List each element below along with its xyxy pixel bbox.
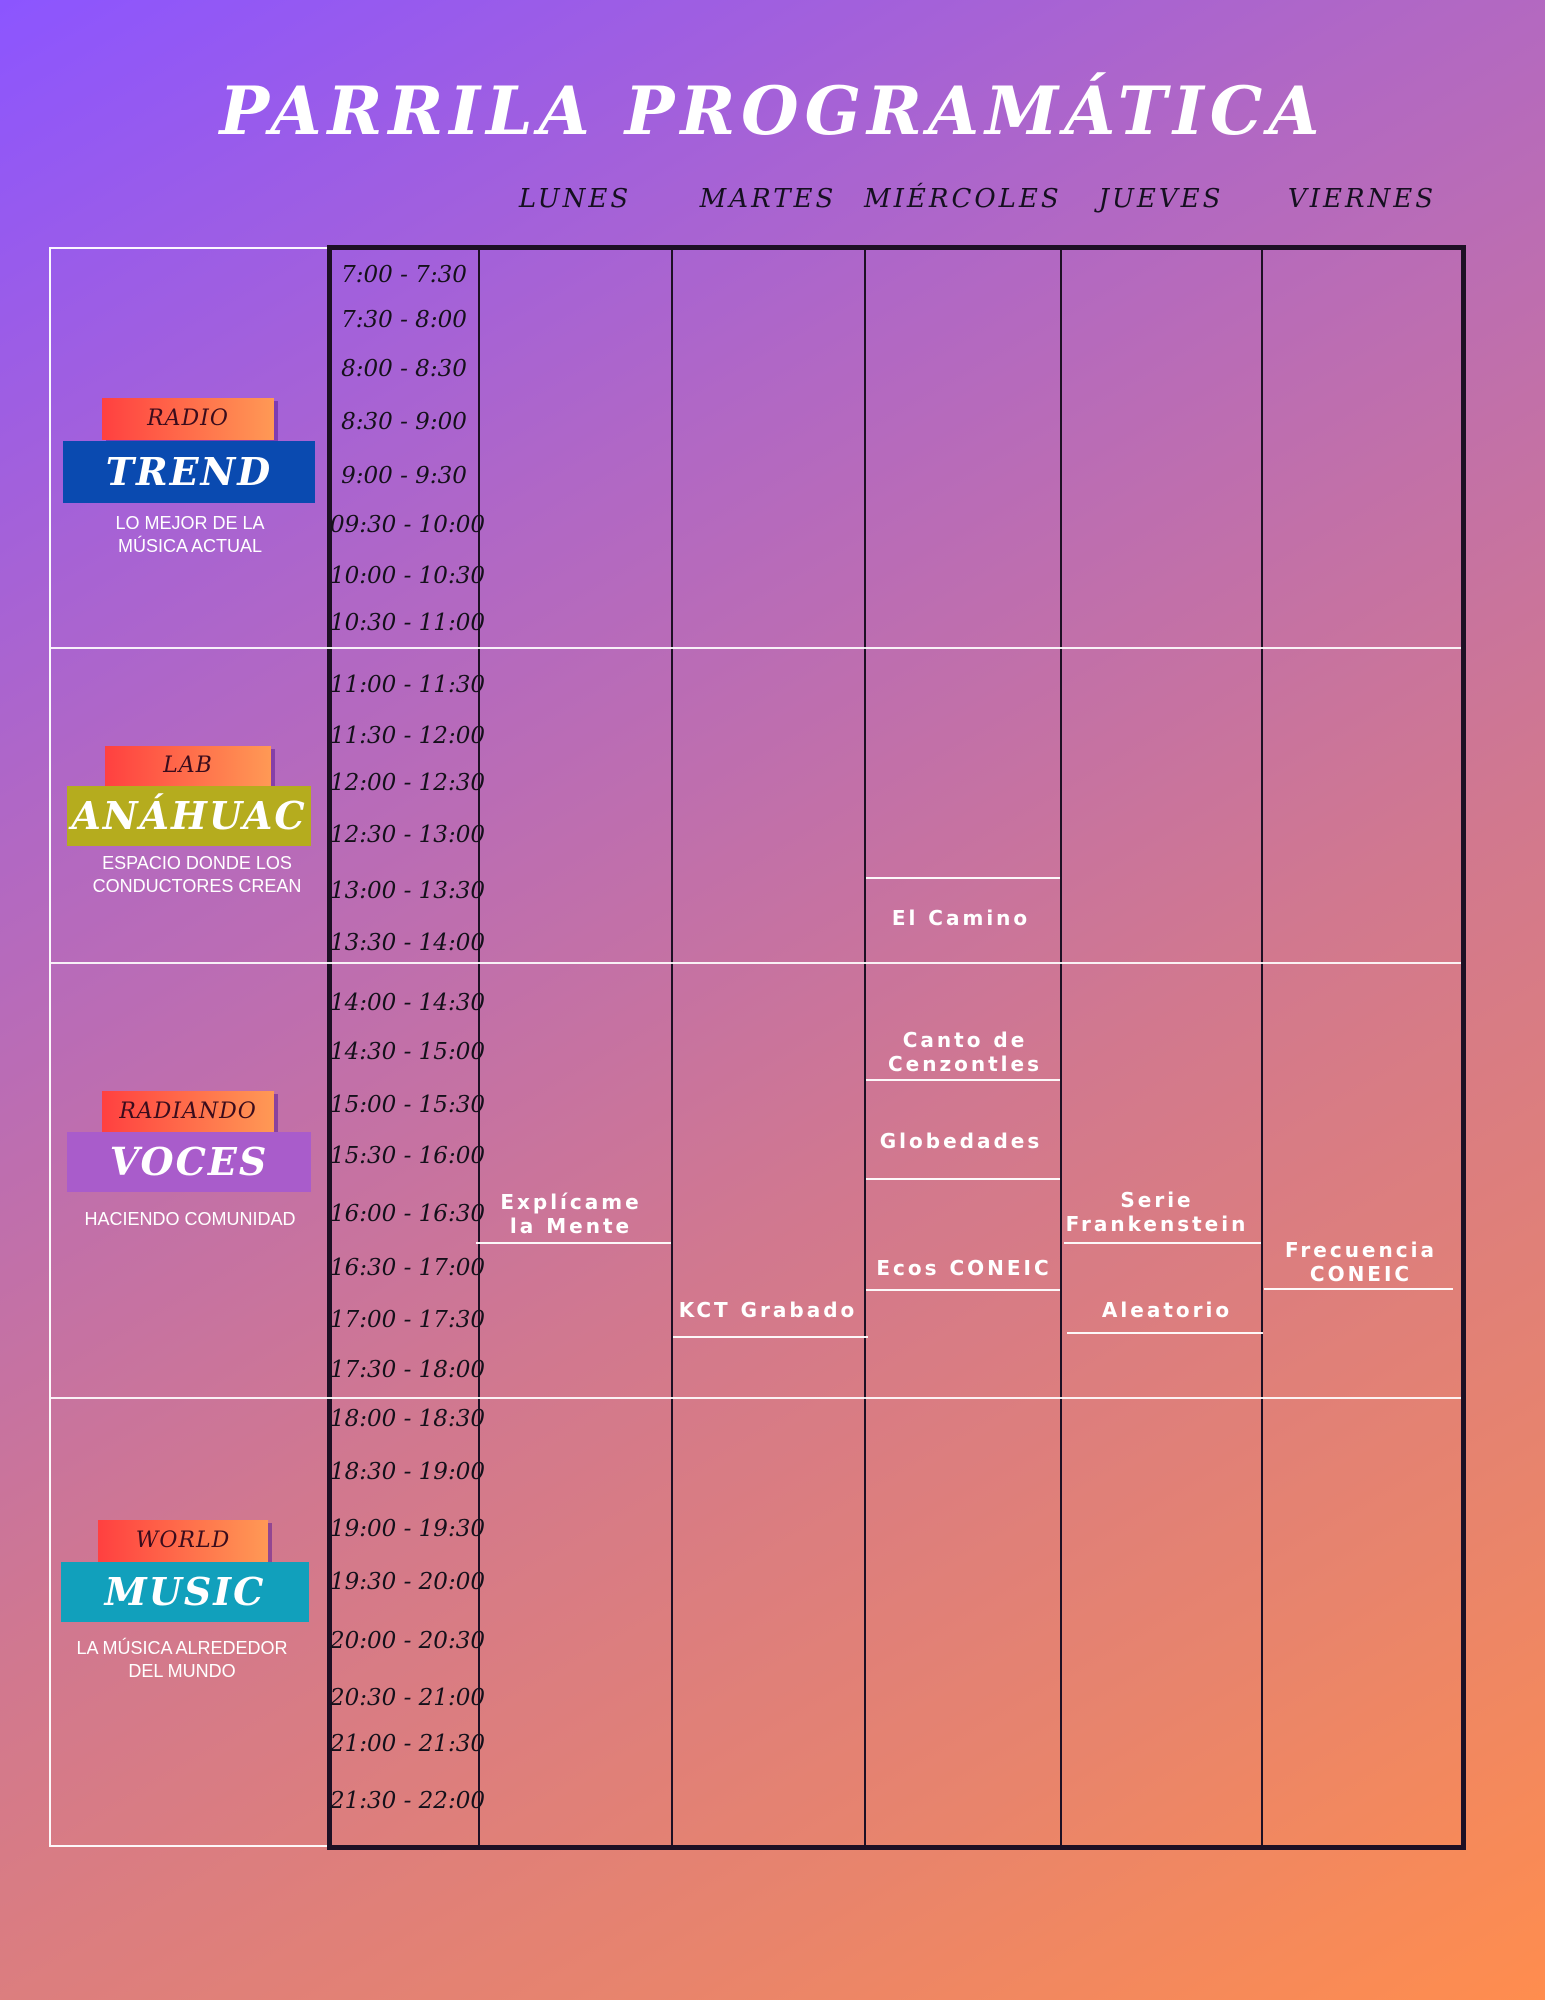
time-slot: 15:00 - 15:30 [330,1092,485,1118]
day-header-lunes: LUNES [518,184,632,214]
block-separator [51,1397,1461,1399]
time-slot: 14:00 - 14:30 [330,990,485,1016]
day-header-jueves: JUEVES [1098,184,1224,214]
time-slot: 8:30 - 9:00 [341,409,467,435]
day-header-miercoles: MIÉRCOLES [864,184,1062,214]
time-slot: 7:00 - 7:30 [341,262,467,288]
program-frecuencia-coneic: Frecuencia CONEIC [1285,1238,1437,1286]
grid-column-divider [864,247,866,1848]
time-slot: 10:00 - 10:30 [330,563,485,589]
grid-column-divider [1261,247,1263,1848]
program-underline [866,877,1060,879]
grid-column-divider [478,247,480,1848]
time-slot: 19:30 - 20:00 [330,1569,485,1595]
block-brand-music: MUSIC [61,1562,309,1622]
block-description: LA MÚSICA ALREDEDOR DEL MUNDO [76,1638,288,1681]
program-underline [476,1242,671,1244]
time-slot: 18:30 - 19:00 [330,1459,485,1485]
block-description: HACIENDO COMUNIDAD [84,1209,296,1229]
day-header-viernes: VIERNES [1287,184,1437,214]
program-canto-de-cenzontles: Canto de Cenzontles [888,1028,1042,1076]
time-slot: 15:30 - 16:00 [330,1143,485,1169]
time-slot: 21:30 - 22:00 [330,1788,485,1814]
program-underline [866,1289,1060,1291]
time-slot: 18:00 - 18:30 [330,1406,485,1432]
schedule-grid [327,245,1466,1850]
program-underline [866,1178,1060,1180]
program-serie-frankenstein: Serie Frankenstein [1065,1188,1249,1236]
time-slot: 09:30 - 10:00 [330,512,485,538]
time-slot: 7:30 - 8:00 [341,307,467,333]
program-underline [1064,1242,1261,1244]
block-separator [51,962,1461,964]
program-ecos-coneic: Ecos CONEIC [876,1256,1052,1280]
time-slot: 21:00 - 21:30 [330,1731,485,1757]
program-underline [1067,1332,1263,1334]
block-separator [51,647,1461,649]
time-slot: 13:00 - 13:30 [330,878,485,904]
time-slot: 16:30 - 17:00 [330,1255,485,1281]
program-underline [1264,1288,1453,1290]
block-brand-anahuac: ANÁHUAC [67,786,311,846]
time-slot: 9:00 - 9:30 [341,463,467,489]
grid-column-divider [1060,247,1062,1848]
time-slot: 16:00 - 16:30 [330,1201,485,1227]
page-title: PARRILA PROGRAMÁTICA [219,72,1326,150]
time-slot: 8:00 - 8:30 [341,356,467,382]
time-slot: 10:30 - 11:00 [330,610,485,636]
block-brand-trend: TREND [63,441,315,503]
block-tag-radio: RADIO [102,398,274,440]
block-brand-voces: VOCES [67,1132,311,1192]
block-description: ESPACIO DONDE LOS CONDUCTORES CREAN [92,853,302,896]
program-el-camino: El Camino [891,906,1031,930]
program-aleatorio: Aleatorio [1101,1298,1233,1322]
time-slot: 20:30 - 21:00 [330,1685,485,1711]
time-slot: 12:30 - 13:00 [330,822,485,848]
program-underline [673,1336,868,1338]
time-slot: 13:30 - 14:00 [330,930,485,956]
time-slot: 20:00 - 20:30 [330,1628,485,1654]
time-slot: 17:00 - 17:30 [330,1307,485,1333]
time-slot: 12:00 - 12:30 [330,770,485,796]
program-explicame-la-mente: Explícame la Mente [500,1190,642,1238]
time-slot: 11:00 - 11:30 [330,672,485,698]
time-slot: 11:30 - 12:00 [330,723,485,749]
time-slot: 19:00 - 19:30 [330,1516,485,1542]
program-underline [866,1079,1060,1081]
time-slot: 17:30 - 18:00 [330,1357,485,1383]
grid-column-divider [671,247,673,1848]
time-slot: 14:30 - 15:00 [330,1039,485,1065]
day-header-martes: MARTES [699,184,837,214]
block-description: LO MEJOR DE LA MÚSICA ACTUAL [115,513,265,556]
block-tag-world: WORLD [98,1520,268,1562]
program-kct-grabado: KCT Grabado [678,1298,858,1322]
block-tag-radiando: RADIANDO [102,1091,274,1133]
block-tag-lab: LAB [105,746,271,786]
program-globedades: Globedades [879,1129,1043,1153]
